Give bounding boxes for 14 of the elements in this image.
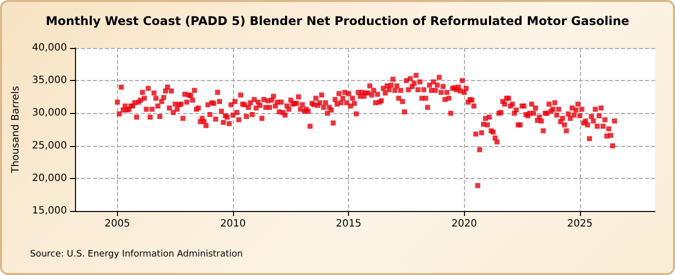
y-tick-label: 30,000 [32, 108, 67, 119]
x-tick-label: 2010 [220, 218, 246, 230]
y-tick-label: 35,000 [32, 75, 67, 86]
x-tick-label: 2005 [104, 218, 130, 230]
y-axis-title: Thousand Barrels [10, 86, 22, 174]
source-note: Source: U.S. Energy Information Administration [30, 250, 243, 260]
y-tick-label: 15,000 [32, 206, 67, 216]
y-tick-label: 25,000 [32, 140, 67, 152]
chart-title: Monthly West Coast (PADD 5) Blender Net Production of Reformulated Motor Gasoline [46, 14, 630, 28]
x-tick-label: 2020 [452, 218, 477, 230]
x-tick-label: 2025 [567, 218, 593, 230]
y-tick-label: 40,000 [32, 42, 67, 54]
y-tick-label: 20,000 [32, 172, 67, 184]
x-tick-label: 2015 [336, 218, 362, 230]
